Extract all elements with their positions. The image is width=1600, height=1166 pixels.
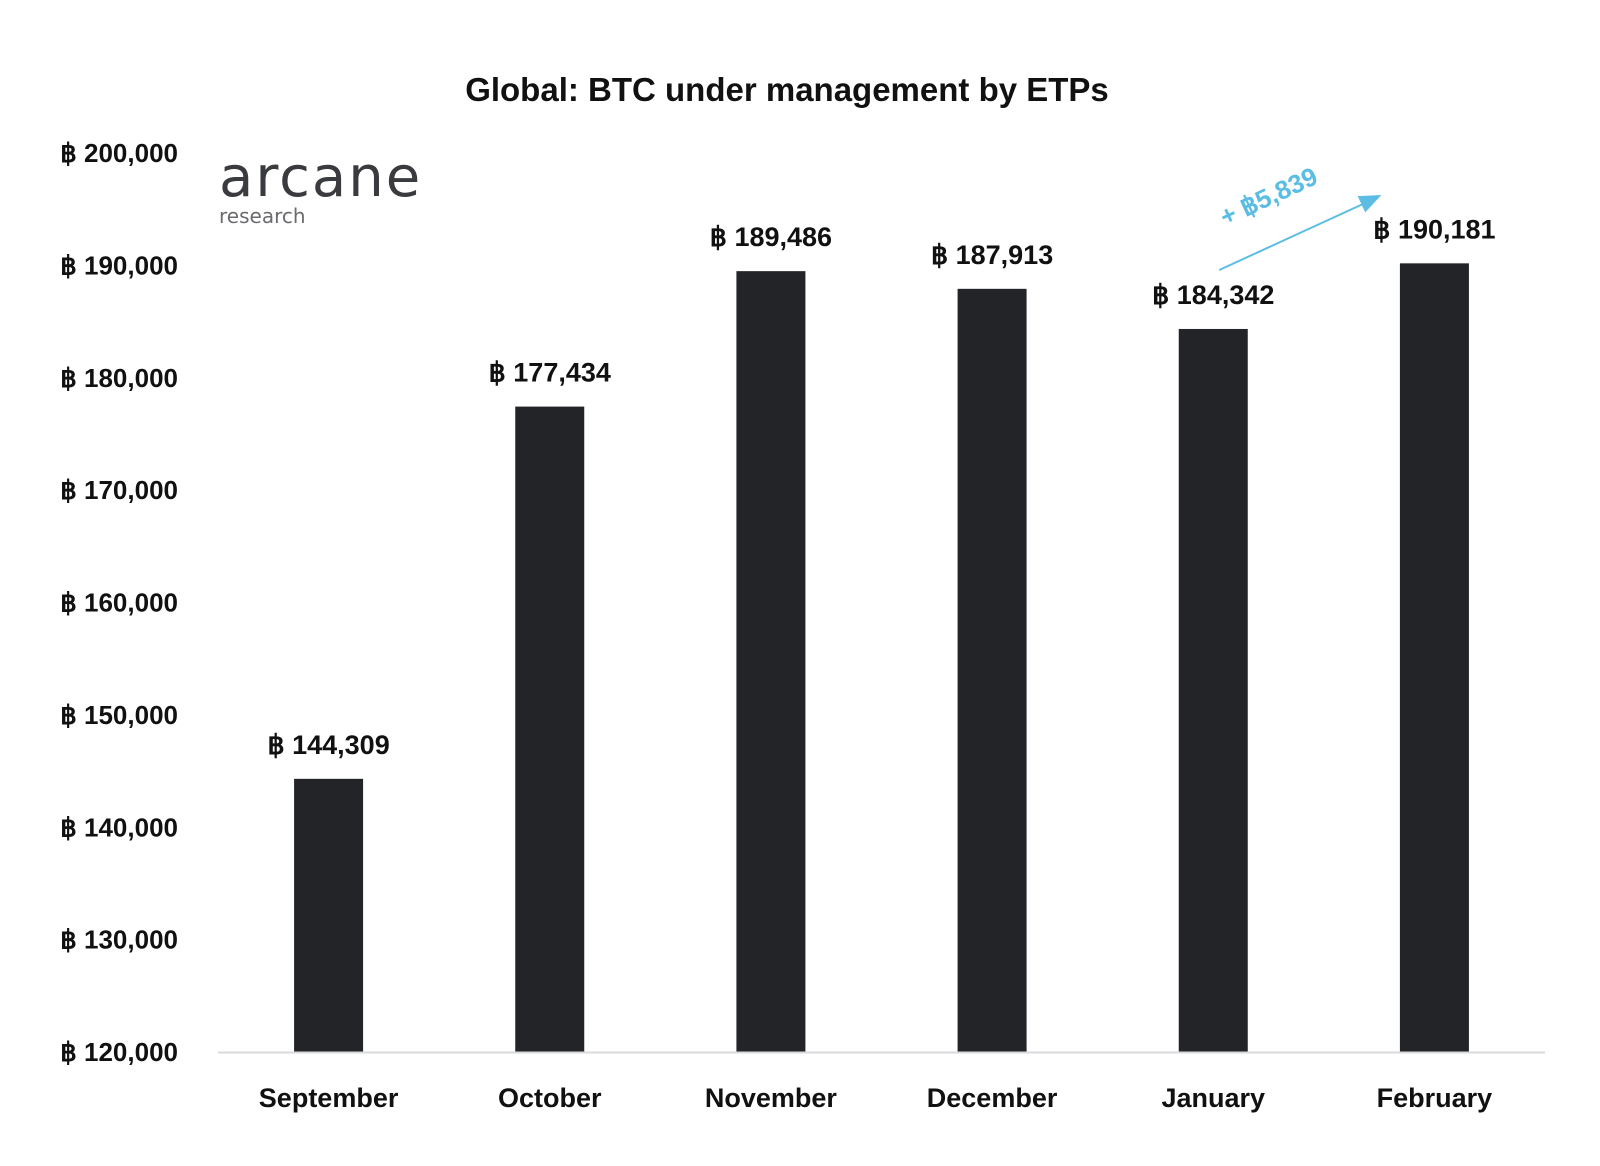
y-tick-label: ฿ 170,000 [60, 475, 178, 505]
y-tick-label: ฿ 190,000 [60, 250, 178, 280]
change-annotation: + ฿5,839 [1215, 161, 1382, 271]
x-tick-label: September [259, 1083, 399, 1113]
bars [294, 263, 1469, 1053]
logo-tagline: research [219, 204, 306, 228]
arrow-head-icon [1357, 195, 1382, 213]
x-tick-label: October [498, 1083, 602, 1113]
data-label: ฿ 190,181 [1373, 214, 1495, 244]
data-label: ฿ 187,913 [931, 240, 1053, 270]
arcane-logo: arcane research [219, 145, 422, 228]
data-label: ฿ 189,486 [710, 222, 832, 252]
y-tick-label: ฿ 150,000 [60, 700, 178, 730]
y-tick-label: ฿ 140,000 [60, 812, 178, 842]
y-tick-label: ฿ 180,000 [60, 363, 178, 393]
data-label: ฿ 184,342 [1152, 280, 1274, 310]
data-label: ฿ 177,434 [489, 358, 611, 388]
y-tick-label: ฿ 160,000 [60, 588, 178, 618]
bar-january [1178, 328, 1248, 1052]
bar-october [515, 406, 585, 1052]
x-tick-label: January [1161, 1083, 1265, 1113]
y-tick-label: ฿ 200,000 [60, 138, 178, 168]
x-tick-label: February [1377, 1083, 1493, 1113]
y-tick-label: ฿ 130,000 [60, 925, 178, 955]
x-tick-label: November [705, 1083, 838, 1113]
logo-wordmark: arcane [219, 145, 422, 210]
y-axis: ฿ 120,000 ฿ 130,000 ฿ 140,000 ฿ 150,000 ฿ 16… [60, 138, 178, 1067]
x-axis: September October November December January F… [218, 1051, 1545, 1113]
x-tick-label: December [927, 1083, 1058, 1113]
arrow-line [1218, 201, 1368, 271]
bar-november [736, 271, 806, 1052]
bar-february [1399, 263, 1469, 1052]
data-labels: ฿ 144,309 ฿ 177,434 ฿ 189,486 ฿ 187,913 ฿ 18… [267, 214, 1495, 759]
bar-december [957, 288, 1027, 1053]
y-tick-label: ฿ 120,000 [60, 1037, 178, 1067]
bar-september [294, 778, 364, 1052]
data-label: ฿ 144,309 [267, 730, 389, 760]
change-annotation-label: + ฿5,839 [1215, 161, 1322, 232]
chart-title: Global: BTC under management by ETPs [465, 71, 1109, 108]
